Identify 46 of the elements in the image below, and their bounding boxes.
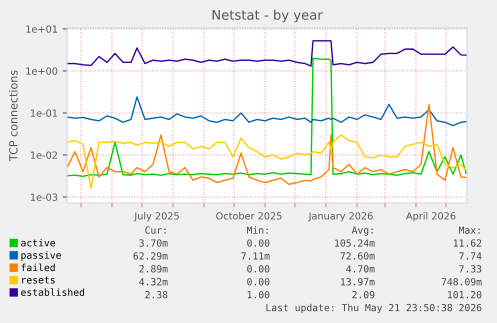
text: 2.38 bbox=[145, 291, 168, 298]
text: 2.09 bbox=[352, 291, 374, 298]
text: 748.09m bbox=[442, 278, 482, 286]
text: 7.33 bbox=[459, 265, 482, 273]
line-series bbox=[67, 104, 467, 186]
text: 3.70m bbox=[139, 239, 168, 247]
legend-label: failed bbox=[21, 264, 55, 272]
text: Last update: Thu May 21 23:50:38 2026 bbox=[266, 304, 482, 314]
legend-label: established bbox=[21, 288, 84, 296]
text: 0.00 bbox=[247, 278, 270, 286]
y-axis-title: TCP connections bbox=[8, 70, 18, 162]
text: 0.00 bbox=[247, 239, 270, 247]
y-tick-label: 1e+01 bbox=[26, 25, 58, 33]
text: 4.70m bbox=[346, 265, 375, 273]
text: 2.89m bbox=[139, 265, 168, 273]
x-tick-label: April 2026 bbox=[406, 212, 456, 222]
legend-label: passive bbox=[21, 251, 61, 261]
text: 72.60m bbox=[340, 252, 375, 260]
text: 13.97m bbox=[341, 278, 375, 286]
x-tick-label: January 2026 bbox=[308, 212, 373, 222]
text: 7.11m bbox=[241, 252, 270, 260]
y-tick-label: 1e-03 bbox=[30, 193, 58, 201]
text: Max: bbox=[458, 226, 480, 234]
text: 0.00 bbox=[247, 265, 270, 273]
text: Cur: bbox=[145, 226, 166, 234]
x-tick-label: July 2025 bbox=[134, 212, 179, 222]
chart-title: Netstat - by year bbox=[212, 10, 323, 22]
legend-label: resets bbox=[22, 276, 55, 284]
text: Avg: bbox=[352, 226, 373, 236]
text: 11.62 bbox=[454, 239, 482, 247]
text: 1.00 bbox=[248, 291, 270, 298]
text: 62.29m bbox=[134, 252, 168, 260]
line-series bbox=[67, 40, 467, 67]
legend-label: active bbox=[21, 238, 56, 246]
y-tick-label: 1e+00 bbox=[26, 67, 58, 75]
text: 101.20 bbox=[448, 291, 482, 298]
text: Min: bbox=[246, 226, 268, 234]
y-tick-label: 1e-02 bbox=[30, 151, 57, 159]
text: 4.32m bbox=[139, 278, 168, 286]
line-series bbox=[67, 134, 467, 190]
line-series bbox=[67, 58, 467, 178]
text: 7.74 bbox=[459, 252, 482, 260]
x-tick-label: October 2025 bbox=[216, 212, 282, 220]
text: 105.24m bbox=[335, 239, 375, 247]
line-series bbox=[67, 96, 467, 126]
y-tick-label: 1e-01 bbox=[30, 109, 58, 117]
